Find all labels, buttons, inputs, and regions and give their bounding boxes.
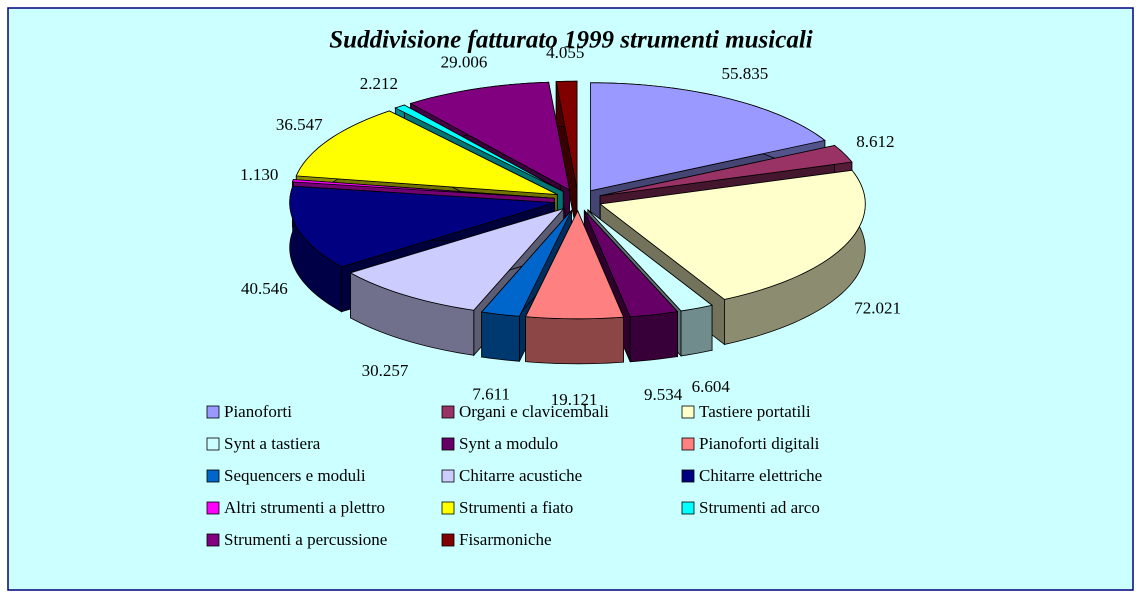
legend-swatch <box>206 501 220 515</box>
legend-swatch <box>681 405 695 419</box>
slice <box>587 209 713 312</box>
data-label: 55.835 <box>721 64 768 83</box>
slice <box>289 185 555 268</box>
data-label: 29.006 <box>441 52 488 71</box>
legend-label: Fisarmoniche <box>459 530 552 549</box>
data-label: 72.021 <box>854 298 901 317</box>
data-label: 9.534 <box>644 385 683 404</box>
data-label: 2.212 <box>360 74 398 93</box>
slice <box>480 210 572 317</box>
legend-swatch <box>441 533 455 547</box>
legend-label: Chitarre acustiche <box>459 466 582 485</box>
slice <box>589 82 826 192</box>
slice <box>599 169 866 300</box>
legend-swatch <box>681 501 695 515</box>
legend-swatch <box>441 437 455 451</box>
legend-label: Strumenti a fiato <box>459 498 573 517</box>
slice <box>295 110 558 195</box>
legend-swatch <box>441 469 455 483</box>
slice <box>291 179 555 199</box>
data-label: 36.547 <box>276 115 323 134</box>
legend-label: Synt a modulo <box>459 434 558 453</box>
slice <box>555 80 578 190</box>
slice <box>524 209 625 320</box>
slice-wall <box>629 311 678 363</box>
legend-swatch <box>206 533 220 547</box>
legend-label: Organi e clavicembali <box>459 402 609 421</box>
legend-swatch <box>441 405 455 419</box>
legend-label: Tastiere portatili <box>699 402 811 421</box>
legend-swatch <box>206 469 220 483</box>
legend-label: Pianoforti digitali <box>699 434 820 453</box>
data-label: 8.612 <box>856 132 894 151</box>
data-label: 40.546 <box>241 279 288 298</box>
data-label: 19.121 <box>551 390 598 409</box>
slice-wall <box>680 304 713 357</box>
legend-label: Altri strumenti a plettro <box>224 498 385 517</box>
chart-title: Suddivisione fatturato 1999 strumenti mu… <box>329 27 812 54</box>
slice-wall <box>481 311 520 362</box>
legend-label: Sequencers e moduli <box>224 466 366 485</box>
data-label: 4.055 <box>546 43 584 62</box>
slice <box>600 145 853 197</box>
slice <box>583 210 679 318</box>
legend-label: Chitarre elettriche <box>699 466 822 485</box>
data-label: 1.130 <box>240 165 278 184</box>
legend-swatch <box>441 501 455 515</box>
slice-wall <box>525 316 624 365</box>
legend-swatch <box>206 437 220 451</box>
legend-label: Synt a tastiera <box>224 434 321 453</box>
slice-group <box>524 209 625 365</box>
slice <box>394 104 564 192</box>
legend-swatch <box>681 469 695 483</box>
data-label: 30.257 <box>362 361 409 380</box>
data-label: 7.611 <box>472 385 510 404</box>
legend-swatch <box>206 405 220 419</box>
legend-label: Pianoforti <box>224 402 292 421</box>
legend-swatch <box>681 437 695 451</box>
slice <box>349 207 565 311</box>
legend-label: Strumenti ad arco <box>699 498 820 517</box>
data-label: 6.604 <box>692 377 731 396</box>
slice <box>409 81 571 191</box>
legend-label: Strumenti a percussione <box>224 530 387 549</box>
